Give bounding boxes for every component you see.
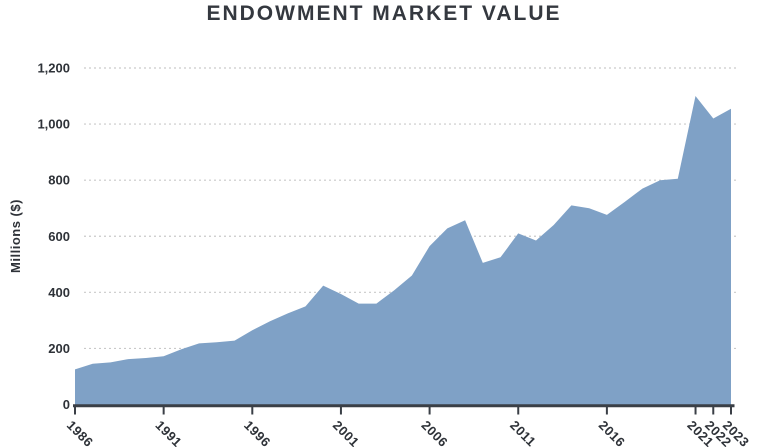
x-axis-tick-label: 2016 [596,418,628,447]
x-axis-tick-label: 1991 [153,418,185,447]
endowment-area-series [75,96,731,405]
y-axis-tick-label: 600 [48,229,70,244]
y-axis-tick-label: 400 [48,285,70,300]
x-axis-tick-label: 2001 [330,418,362,447]
x-axis-tick-label: 1986 [64,418,96,447]
y-axis-tick-label: 1,000 [37,117,70,132]
y-axis-title: Millions ($) [8,199,23,273]
x-axis-tick-label: 2006 [418,418,450,447]
y-axis-tick-label: 200 [48,341,70,356]
chart-title: ENDOWMENT MARKET VALUE [206,2,562,25]
y-axis-tick-label: 1,200 [37,61,70,76]
y-axis-tick-label: 800 [48,173,70,188]
y-axis-tick-label: 0 [63,397,70,412]
x-axis-tick-label: 2011 [507,418,539,447]
x-axis-tick-label: 1996 [241,418,273,447]
